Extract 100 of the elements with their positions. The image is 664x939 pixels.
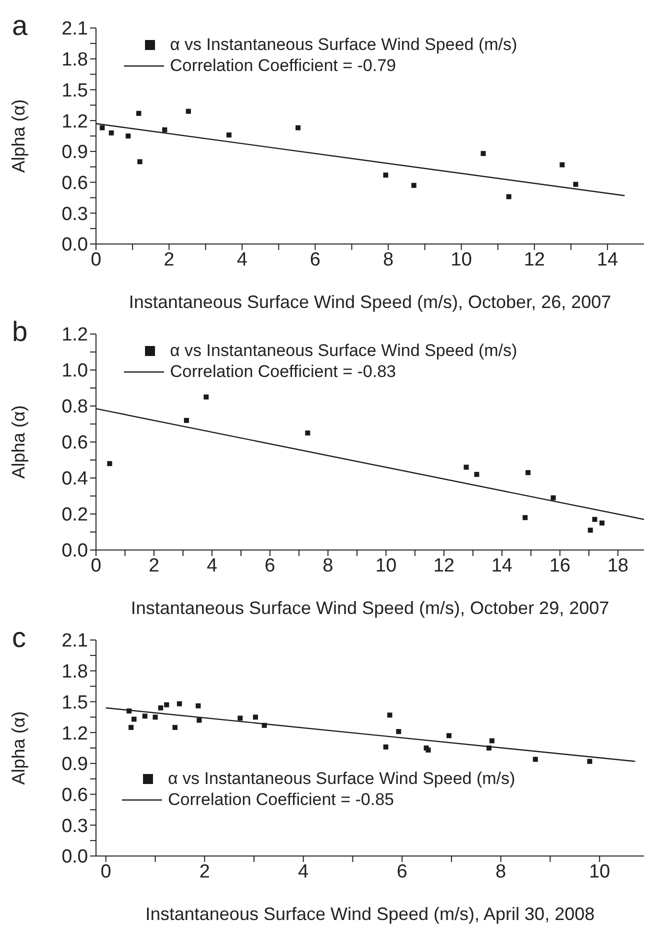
y-tick-label: 0.4 (62, 468, 88, 490)
y-tick-label: 0.6 (62, 432, 88, 454)
legend-label: α vs Instantaneous Surface Wind Speed (m/s) (170, 34, 518, 55)
point (172, 724, 178, 730)
point (176, 701, 182, 706)
point (226, 132, 232, 138)
x-tick-label: 0 (100, 861, 112, 882)
point (383, 744, 388, 750)
point (480, 150, 486, 156)
x-tick-label: 8 (382, 249, 394, 270)
y-tick-label: 0.3 (62, 204, 88, 225)
point (142, 714, 148, 719)
y-tick-label: 0.8 (62, 396, 88, 418)
point (305, 430, 310, 436)
x-tick-label: 8 (322, 555, 334, 576)
chart-title: b (12, 316, 28, 347)
legend-label: Correlation Coefficient = -0.85 (168, 789, 394, 810)
point (296, 125, 301, 130)
legend-label: Correlation Coefficient = -0.83 (170, 361, 396, 382)
x-tick-label: 10 (588, 861, 610, 882)
y-tick-label: 1.2 (62, 723, 88, 744)
x-tick-label: 6 (310, 249, 320, 270)
y-tick-label: 1.5 (62, 80, 88, 102)
x-axis-title: Instantaneous Surface Wind Speed (m/s), April 30, 2008 (145, 904, 595, 924)
y-tick-label: 0.3 (62, 816, 88, 837)
point (526, 470, 531, 476)
point (506, 194, 512, 200)
point (137, 159, 142, 164)
point (152, 714, 158, 720)
y-tick-label: 1.5 (62, 692, 88, 714)
x-axis-title: Instantaneous Surface Wind Speed (m/s), October 29, 2007 (130, 598, 610, 618)
x-axis-title: Instantaneous Surface Wind Speed (m/s), October, 26, 2007 (128, 292, 612, 312)
x-tick-label: 10 (450, 249, 472, 270)
point (383, 172, 388, 178)
point (252, 714, 258, 720)
y-tick-label: 1.0 (62, 360, 88, 382)
x-tick-label: 8 (496, 861, 506, 882)
point (107, 461, 112, 466)
point (100, 125, 105, 130)
y-tick-label: 0.9 (62, 142, 88, 164)
y-tick-label: 0.9 (62, 754, 88, 776)
point (587, 758, 592, 764)
point (196, 718, 202, 723)
x-tick-label: 12 (524, 249, 545, 270)
legend-label: α vs Instantaneous Surface Wind Speed (m/s) (170, 340, 518, 361)
x-tick-label: 14 (596, 249, 618, 270)
point (126, 134, 131, 138)
y-tick-label: 1.8 (62, 662, 88, 683)
point (560, 162, 565, 168)
y-tick-label: 0.0 (62, 540, 88, 562)
x-tick-label: 12 (433, 555, 455, 576)
point (522, 515, 528, 520)
chart-title: a (12, 10, 28, 41)
point (426, 748, 431, 753)
point (387, 712, 392, 718)
y-tick-label: 2.1 (62, 630, 88, 652)
point (136, 110, 142, 116)
point (186, 108, 191, 114)
point (474, 472, 480, 477)
x-tick-label: 10 (375, 555, 397, 576)
y-tick-label: 2.1 (62, 18, 88, 40)
point (164, 702, 170, 708)
y-tick-label: 1.8 (62, 50, 88, 71)
y-axis-title: Alpha (α) (8, 99, 28, 173)
y-tick-label: 0.0 (62, 846, 88, 868)
y-axis-title: Alpha (α) (8, 405, 28, 479)
chart-title: c (12, 622, 26, 653)
point (532, 756, 538, 762)
point (489, 738, 494, 744)
point (158, 705, 164, 710)
x-tick-label: 14 (491, 555, 513, 576)
x-tick-label: 0 (90, 555, 102, 576)
y-tick-label: 0.6 (62, 785, 88, 806)
point (184, 418, 189, 423)
point (262, 722, 267, 728)
x-tick-label: 4 (298, 861, 310, 882)
y-tick-label: 0.2 (62, 504, 88, 526)
x-tick-label: 2 (199, 861, 210, 882)
point (446, 733, 452, 738)
y-axis-title: Alpha (α) (8, 711, 28, 785)
x-tick-label: 2 (164, 249, 174, 270)
point (108, 130, 114, 136)
point (486, 746, 492, 750)
point (196, 703, 201, 708)
legend-label: Correlation Coefficient = -0.79 (170, 55, 396, 76)
point (411, 182, 416, 188)
x-tick-label: 16 (549, 555, 570, 576)
point (238, 716, 243, 721)
point (162, 127, 168, 132)
x-tick-label: 4 (236, 249, 248, 270)
x-tick-label: 2 (148, 555, 160, 576)
point (588, 528, 593, 533)
point (126, 708, 132, 714)
point (464, 464, 469, 470)
point (396, 729, 402, 734)
point (132, 716, 137, 722)
point (204, 394, 209, 400)
y-tick-label: 0.6 (62, 173, 88, 194)
legend-label: α vs Instantaneous Surface Wind Speed (m/s) (168, 768, 516, 789)
point (550, 495, 556, 500)
